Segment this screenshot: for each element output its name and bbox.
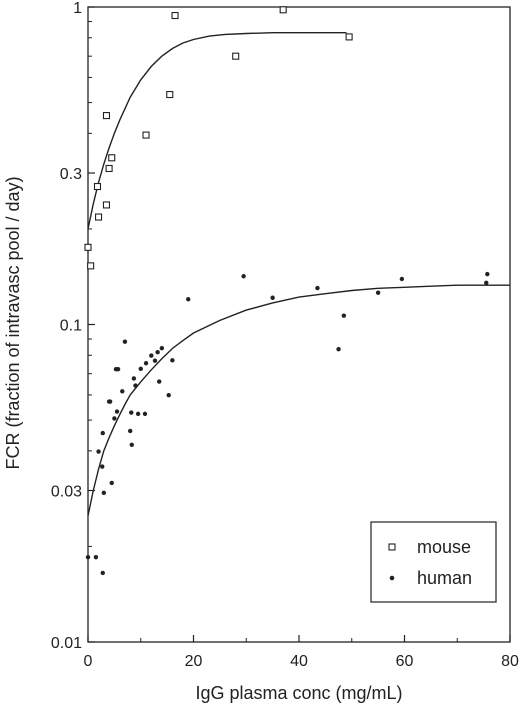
human-fit-line — [87, 284, 510, 516]
mouse-data-point — [84, 243, 92, 251]
y-axis-title: FCR (fraction of intravasc pool / day) — [3, 176, 23, 469]
human-data-point — [336, 346, 341, 352]
y-tick-label: 1 — [73, 0, 82, 17]
human-data-point — [142, 411, 148, 417]
legend-mouse-label: mouse — [417, 537, 471, 557]
human-data-point — [270, 295, 275, 300]
human-data-point — [135, 411, 141, 417]
y-tick-label: 0.1 — [60, 318, 82, 335]
x-tick-label: 40 — [290, 653, 308, 670]
human-data-point — [128, 428, 133, 434]
human-data-point — [399, 276, 405, 282]
human-data-point — [341, 313, 347, 318]
human-data-point — [155, 350, 160, 355]
mouse-data-point — [171, 11, 179, 20]
mouse-data-point — [102, 112, 111, 120]
mouse-data-point — [93, 182, 102, 191]
human-data-point — [129, 442, 134, 447]
human-data-point — [115, 367, 121, 372]
human-data-point — [157, 379, 162, 384]
human-data-point — [241, 274, 246, 279]
fit-curves — [87, 32, 510, 516]
mouse-data-point — [345, 33, 353, 41]
human-data-point — [100, 430, 105, 436]
mouse-data-point — [105, 164, 113, 173]
human-data-point — [152, 358, 158, 363]
y-tick-label: 0.01 — [51, 635, 82, 652]
human-data-point — [114, 409, 120, 414]
data-points — [84, 6, 490, 576]
human-data-point — [133, 383, 138, 388]
mouse-data-point — [87, 262, 95, 270]
x-tick-label: 80 — [501, 653, 519, 670]
mouse-data-point — [142, 131, 150, 139]
human-data-point — [166, 392, 171, 398]
mouse-data-point — [232, 52, 240, 60]
human-data-point — [85, 554, 91, 560]
mouse-fit-line — [87, 32, 347, 230]
human-data-point — [149, 353, 154, 358]
x-tick-label: 0 — [84, 653, 93, 670]
legend-human-marker — [389, 575, 395, 581]
human-data-point — [143, 361, 149, 366]
mouse-data-point — [279, 6, 287, 14]
human-data-point — [112, 416, 117, 421]
human-data-point — [159, 346, 165, 351]
human-data-point — [129, 410, 134, 415]
legend-mouse-marker — [388, 543, 396, 551]
human-data-point — [484, 280, 489, 286]
mouse-data-point — [108, 154, 116, 162]
human-data-point — [100, 464, 105, 469]
human-data-point — [131, 376, 137, 381]
human-data-point — [122, 339, 128, 344]
human-data-point — [93, 554, 99, 560]
human-data-point — [109, 480, 114, 486]
mouse-data-point — [95, 213, 103, 221]
x-axis-title: IgG plasma conc (mg/mL) — [195, 683, 402, 703]
mouse-data-point — [166, 90, 174, 99]
human-data-point — [375, 290, 381, 295]
human-data-point — [101, 490, 107, 496]
y-tick-label: 0.3 — [60, 166, 82, 183]
legend: mouse human — [370, 521, 497, 603]
legend-human-label: human — [417, 568, 472, 588]
human-data-point — [120, 389, 125, 394]
axis-ticks: 0 20 40 60 80 0.01 0.03 0.1 0.3 1 — [51, 0, 519, 670]
human-data-point — [100, 570, 105, 576]
human-data-point — [315, 285, 320, 291]
human-data-point — [186, 297, 191, 302]
legend-box — [370, 521, 497, 603]
human-data-point — [138, 366, 143, 372]
human-data-point — [170, 358, 175, 363]
human-data-point — [107, 399, 113, 404]
mouse-data-point — [102, 201, 111, 209]
x-tick-label: 20 — [185, 653, 203, 670]
human-data-point — [485, 271, 490, 277]
human-data-point — [96, 449, 101, 454]
x-tick-label: 60 — [396, 653, 414, 670]
y-tick-label: 0.03 — [51, 484, 82, 501]
